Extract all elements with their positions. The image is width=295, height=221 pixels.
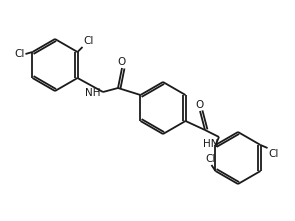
Text: Cl: Cl: [14, 49, 24, 59]
Text: O: O: [118, 57, 126, 67]
Text: NH: NH: [86, 88, 101, 98]
Text: Cl: Cl: [268, 149, 279, 159]
Text: Cl: Cl: [83, 36, 94, 46]
Text: O: O: [196, 100, 204, 110]
Text: Cl: Cl: [205, 154, 216, 164]
Text: HN: HN: [202, 139, 218, 149]
